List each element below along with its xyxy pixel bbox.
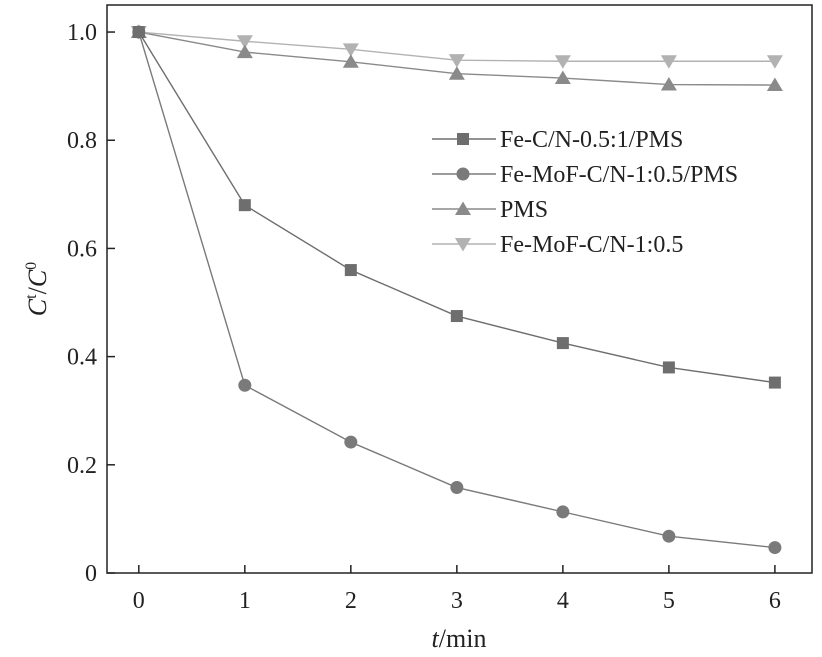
legend: Fe-C/N-0.5:1/PMS Fe-MoF-C/N-1:0.5/PMS PMS F… bbox=[432, 127, 738, 258]
legend-label: PMS bbox=[500, 197, 548, 223]
y-tick-label: 0 bbox=[85, 561, 97, 587]
data-point-series-3 bbox=[766, 77, 783, 92]
data-point-series-1 bbox=[132, 26, 145, 39]
x-tick-label: 4 bbox=[557, 588, 569, 614]
y-axis-label-num: C bbox=[23, 298, 52, 316]
data-point-series-4 bbox=[554, 55, 571, 69]
data-point-series-3 bbox=[236, 44, 253, 59]
data-point-series-4 bbox=[448, 54, 465, 68]
legend-marker bbox=[456, 167, 470, 181]
data-point-series-1 bbox=[238, 199, 251, 212]
data-point-series-2 bbox=[556, 505, 570, 519]
data-point-series-4 bbox=[236, 35, 253, 49]
data-point-series-1 bbox=[450, 310, 463, 323]
y-axis-label-den: C bbox=[23, 269, 52, 287]
y-axis-label-num-sup: t bbox=[23, 294, 40, 299]
x-axis-label-var: t bbox=[432, 624, 440, 653]
data-point-series-1 bbox=[344, 264, 357, 277]
legend-marker bbox=[455, 238, 471, 252]
data-point-series-3 bbox=[554, 70, 571, 85]
y-tick-label: 0.2 bbox=[67, 453, 97, 479]
y-tick-label: 0.4 bbox=[67, 345, 97, 371]
data-point-series-2 bbox=[768, 541, 782, 555]
y-tick-label: 1.0 bbox=[67, 20, 97, 46]
data-point-series-1 bbox=[556, 337, 569, 350]
y-axis-label-sep: / bbox=[23, 286, 52, 294]
x-axis-label: t/min bbox=[432, 624, 487, 653]
y-tick-label: 0.8 bbox=[67, 128, 97, 154]
data-point-series-4 bbox=[342, 43, 359, 57]
x-tick-label: 3 bbox=[451, 588, 463, 614]
x-axis-label-unit: /min bbox=[439, 624, 487, 653]
y-tick-label: 0.6 bbox=[67, 236, 97, 262]
data-point-series-4 bbox=[766, 55, 783, 69]
data-point-series-4 bbox=[660, 55, 677, 69]
data-point-series-2 bbox=[344, 435, 358, 449]
y-axis-label-den-sup: 0 bbox=[23, 262, 40, 270]
legend-label: Fe-MoF-C/N-1:0.5/PMS bbox=[500, 162, 738, 188]
plot-frame bbox=[106, 4, 813, 574]
data-point-series-1 bbox=[662, 361, 675, 374]
data-point-series-2 bbox=[238, 378, 252, 392]
data-point-series-2 bbox=[450, 481, 464, 495]
x-tick-label: 5 bbox=[663, 588, 675, 614]
y-axis-label: Ct/C0 bbox=[23, 262, 52, 316]
series-lines bbox=[138, 31, 775, 549]
x-tick-label: 2 bbox=[345, 588, 357, 614]
legend-label: Fe-C/N-0.5:1/PMS bbox=[500, 127, 683, 153]
x-tick-label: 1 bbox=[239, 588, 251, 614]
legend-marker bbox=[455, 201, 471, 215]
data-point-series-2 bbox=[662, 529, 676, 543]
legend-marker bbox=[457, 133, 469, 145]
x-tick-label: 0 bbox=[133, 588, 145, 614]
series-line-2 bbox=[138, 31, 775, 549]
data-point-series-1 bbox=[768, 376, 781, 389]
x-tick-label: 6 bbox=[769, 588, 781, 614]
series-markers bbox=[130, 24, 783, 555]
ticks: 0 1 2 3 4 5 6 0 0.2 0.4 0.6 0.8 1.0 bbox=[67, 20, 781, 614]
data-point-series-3 bbox=[448, 66, 465, 80]
data-point-series-3 bbox=[342, 54, 359, 68]
data-point-series-3 bbox=[660, 77, 677, 91]
legend-label: Fe-MoF-C/N-1:0.5 bbox=[500, 232, 683, 258]
